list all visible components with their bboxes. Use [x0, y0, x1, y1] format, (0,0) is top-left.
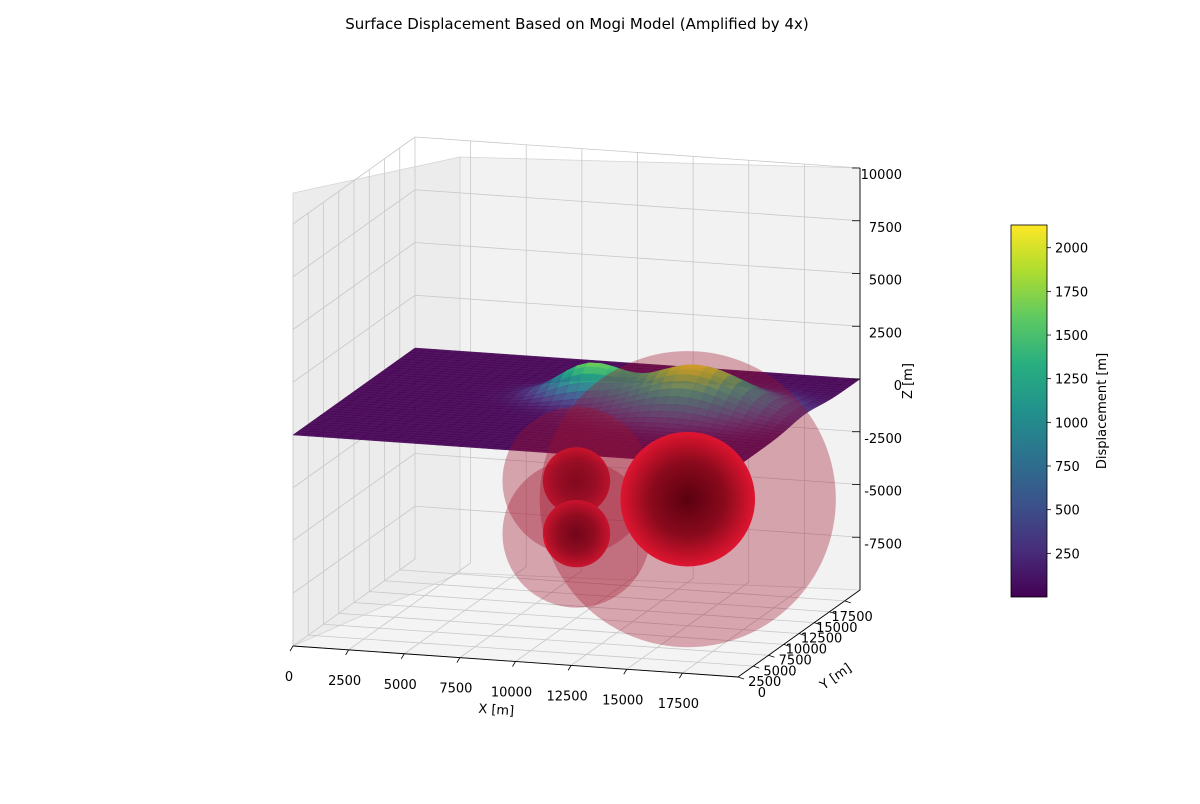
z-tick-label: 7500	[869, 221, 902, 236]
y-tick-mark	[769, 655, 775, 657]
colorbar-tick-label: 500	[1055, 504, 1080, 519]
x-tick-mark	[457, 658, 460, 663]
y-tick-label: 17500	[831, 610, 872, 625]
x-tick-mark	[401, 654, 404, 659]
z-tick-label: 10000	[861, 168, 902, 183]
z-tick-label: 2500	[869, 326, 902, 341]
z-axis-label: Z [m]	[901, 363, 916, 399]
x-tick-label: 17500	[658, 697, 699, 712]
x-tick-mark	[679, 673, 682, 678]
x-tick-label: 2500	[328, 674, 361, 689]
colorbar-bar	[1011, 225, 1047, 597]
x-tick-label: 10000	[491, 686, 532, 701]
colorbar-tick-label: 1250	[1055, 373, 1088, 388]
x-tick-mark	[624, 669, 627, 674]
colorbar-tick-label: 2000	[1055, 242, 1088, 257]
colorbar-tick-label: 1000	[1055, 416, 1088, 431]
colorbar-tick-label: 750	[1055, 460, 1080, 475]
z-tick-label: 5000	[869, 274, 902, 289]
z-tick-label: -5000	[864, 485, 902, 500]
y-tick-mark	[753, 666, 759, 668]
z-tick-label: -7500	[864, 537, 902, 552]
colorbar-tick-label: 1500	[1055, 329, 1088, 344]
x-tick-label: 5000	[384, 678, 417, 693]
colorbar-tick-label: 1750	[1055, 285, 1088, 300]
y-axis-label: Y [m]	[817, 661, 855, 694]
colorbar-label: Displacement [m]	[1095, 353, 1110, 469]
z-tick-label: -2500	[864, 432, 902, 447]
x-axis-label: X [m]	[478, 702, 515, 719]
x-tick-mark	[513, 662, 516, 667]
colorbar: 250 500 750 1000 1250 1500 1750 2000 Displaceme…	[1011, 225, 1110, 597]
source-sphere-3	[620, 432, 755, 567]
colorbar-ticks: 250 500 750 1000 1250 1500 1750 2000	[1047, 242, 1088, 563]
chart-title: Surface Displacement Based on Mogi Model…	[345, 15, 808, 33]
x-tick-label: 7500	[439, 682, 472, 697]
x-tick-mark	[346, 650, 349, 655]
colorbar-tick-label: 250	[1055, 547, 1080, 562]
y-tick-mark	[845, 601, 851, 603]
x-tick-mark	[290, 646, 293, 651]
x-tick-label: 0	[285, 670, 293, 685]
x-tick-label: 15000	[602, 693, 643, 708]
x-tick-mark	[568, 665, 571, 670]
y-tick-mark	[738, 677, 744, 679]
x-tick-label: 12500	[546, 689, 587, 704]
